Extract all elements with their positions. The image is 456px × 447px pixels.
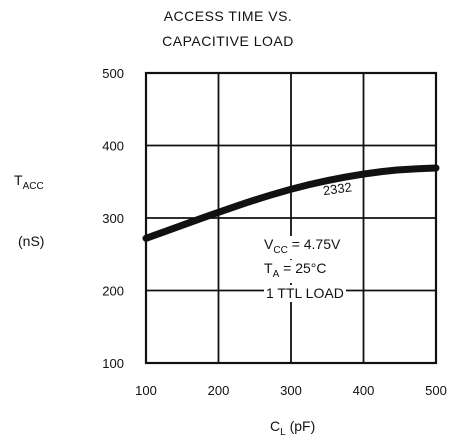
x-tick-label-200: 200: [208, 383, 230, 398]
x-tick-label-100: 100: [135, 383, 157, 398]
x-tick-label-400: 400: [353, 383, 375, 398]
series-label-2332: 2332: [322, 179, 353, 198]
condition-vcc: VCC = 4.75V: [262, 236, 343, 259]
condition-load: 1 TTL LOAD: [264, 285, 346, 302]
chart-title-line-2: CAPACITIVE LOAD: [162, 33, 294, 49]
series-line-2332: [142, 164, 440, 242]
y-tick-label-300: 300: [102, 211, 124, 226]
y-tick-label-500: 500: [102, 66, 124, 81]
y-tick-label-100: 100: [102, 356, 124, 371]
x-tick-label-500: 500: [425, 383, 447, 398]
y-axis-unit: (nS): [18, 233, 45, 249]
x-axis-label: CL (pF): [270, 418, 316, 438]
x-tick-label-300: 300: [280, 383, 302, 398]
chart-title-line-1: ACCESS TIME VS.: [163, 8, 293, 24]
condition-ta: TA = 25°C: [262, 260, 329, 283]
y-tick-label-400: 400: [102, 139, 124, 154]
y-tick-label-200: 200: [102, 284, 124, 299]
y-axis-label: TACC: [14, 172, 44, 192]
